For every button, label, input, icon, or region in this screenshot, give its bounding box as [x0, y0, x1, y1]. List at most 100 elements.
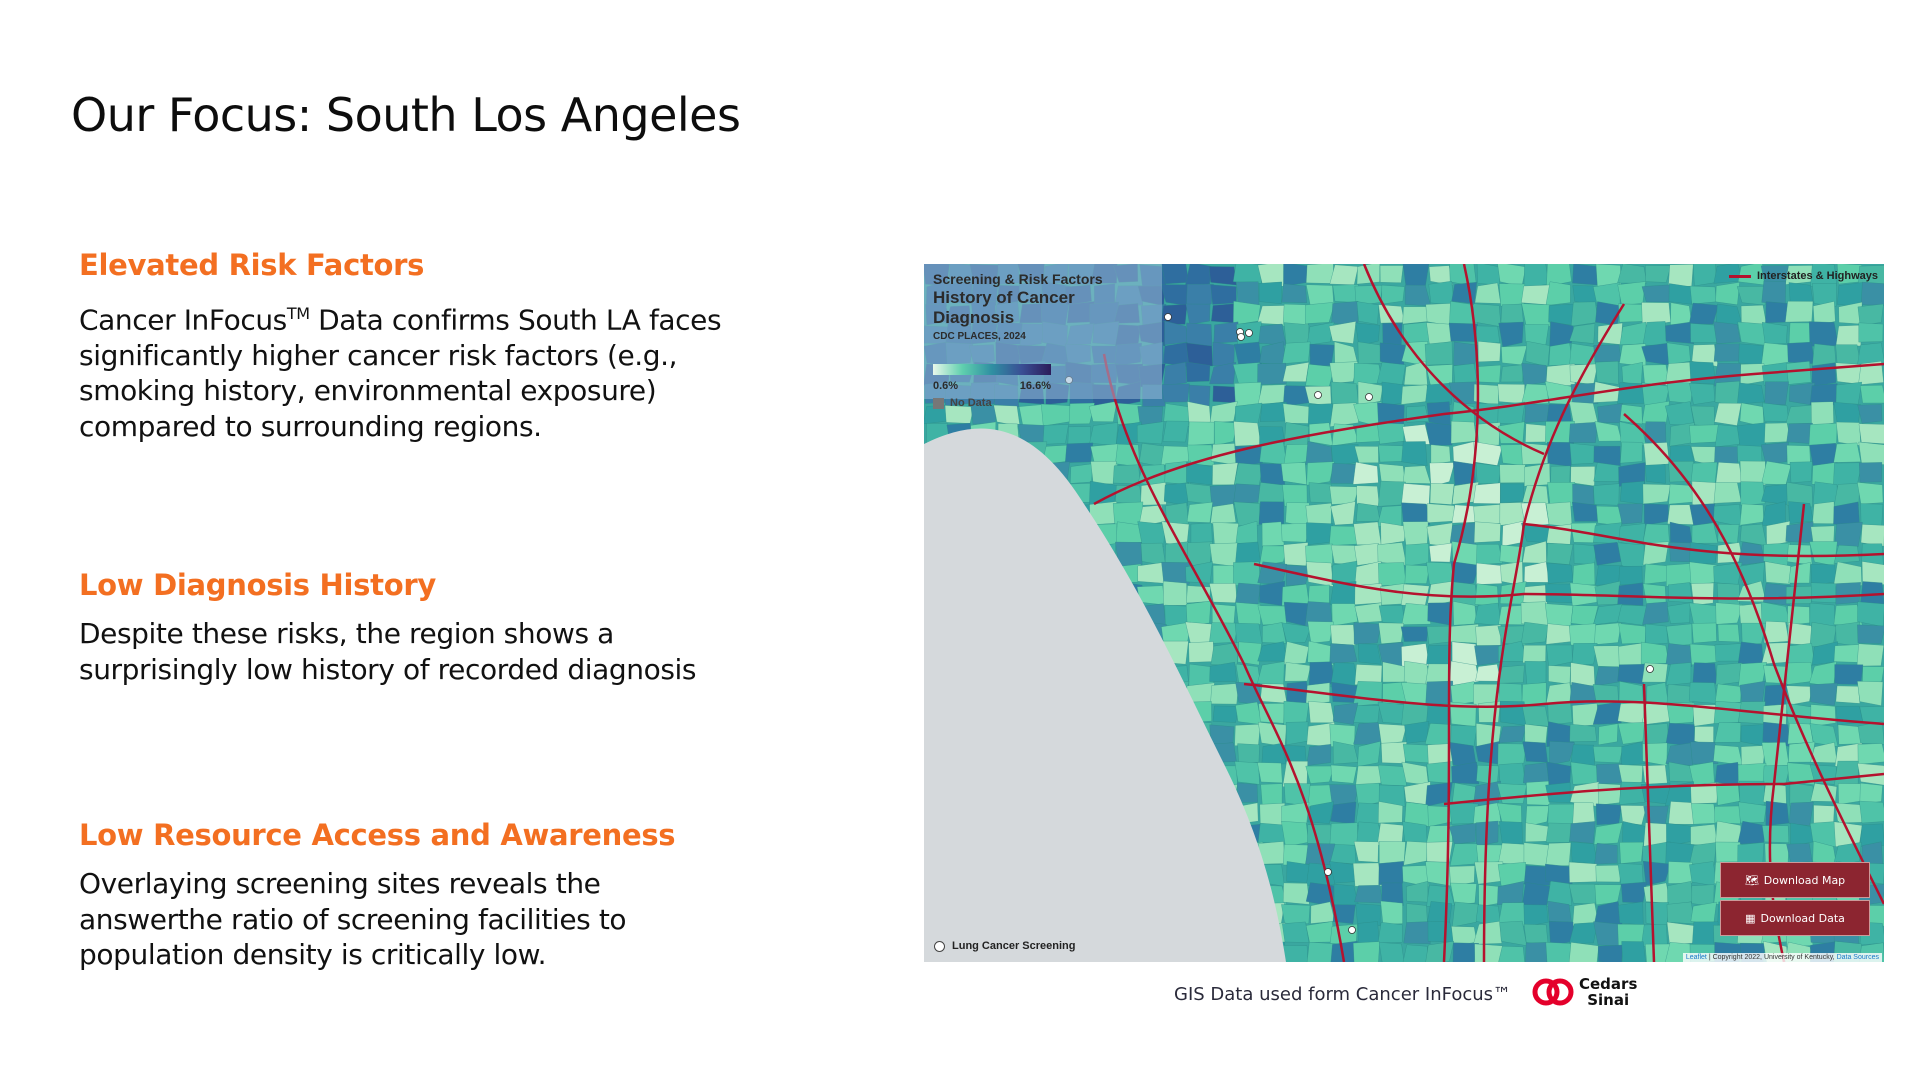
census-tract — [1568, 861, 1598, 883]
census-tract — [1857, 680, 1884, 706]
census-tract — [1833, 760, 1859, 787]
census-tract — [1667, 602, 1691, 624]
census-tract — [1282, 385, 1310, 407]
census-tract — [1210, 503, 1237, 525]
census-tract — [1547, 803, 1576, 827]
census-tract — [1308, 701, 1335, 724]
census-tract — [1546, 441, 1574, 467]
census-tract — [1380, 522, 1407, 546]
census-tract — [1257, 661, 1285, 688]
body-text: Data confirms South LA faces significant… — [79, 303, 722, 443]
legend-no-data: No Data — [950, 397, 992, 409]
census-tract — [1717, 624, 1740, 643]
no-data-swatch — [933, 397, 944, 409]
census-tract — [1713, 321, 1741, 344]
census-tract — [1858, 441, 1884, 465]
census-tract — [1500, 364, 1524, 383]
census-tract — [1234, 341, 1263, 366]
census-tract — [1740, 481, 1766, 506]
census-tract — [1355, 903, 1381, 926]
census-tract — [1257, 822, 1287, 844]
census-tract — [1453, 341, 1480, 366]
census-tract — [1665, 643, 1693, 667]
census-tract — [1258, 281, 1283, 305]
census-tract — [1429, 483, 1455, 505]
choropleth-map[interactable]: Screening & Risk Factors History of Canc… — [924, 264, 1884, 962]
census-tract — [1330, 624, 1356, 646]
census-tract — [1236, 281, 1260, 306]
census-tract — [1402, 465, 1431, 484]
census-tract — [1280, 462, 1308, 485]
ocean — [924, 428, 1286, 962]
census-tract — [1642, 861, 1672, 886]
census-tract — [1521, 682, 1547, 706]
census-tract — [1665, 321, 1695, 344]
census-tract — [1214, 420, 1238, 446]
section-heading: Low Resource Access and Awareness — [79, 818, 676, 852]
download-data-button[interactable]: ▦ Download Data — [1720, 900, 1870, 936]
census-tract — [1809, 442, 1838, 466]
census-tract — [1283, 421, 1310, 447]
census-tract — [1380, 583, 1405, 606]
census-tract — [1378, 605, 1406, 625]
census-tract — [1330, 501, 1356, 526]
circle-marker-icon — [934, 940, 945, 952]
census-tract — [1643, 503, 1669, 526]
screening-site-marker — [1324, 868, 1332, 876]
census-tract — [1377, 542, 1407, 566]
census-tract — [1592, 746, 1624, 763]
census-tract — [1546, 542, 1574, 565]
census-tract — [1617, 281, 1646, 306]
census-tract — [1378, 801, 1403, 824]
census-tract — [1641, 284, 1672, 303]
census-tract — [1520, 621, 1550, 645]
census-tract — [1497, 264, 1527, 287]
download-map-button[interactable]: 🗺 Download Map — [1720, 862, 1870, 898]
census-tract — [1713, 504, 1742, 527]
highway — [1442, 264, 1480, 962]
section-resource-access: Low Resource Access and Awareness Overla… — [79, 818, 779, 973]
census-tract — [1262, 622, 1287, 644]
census-tract — [1378, 861, 1404, 886]
census-tract — [1330, 764, 1358, 784]
census-tract — [1451, 901, 1479, 928]
census-tract — [1669, 521, 1693, 544]
census-tract — [1570, 841, 1598, 865]
census-tract — [1042, 424, 1069, 445]
census-tract — [1642, 541, 1670, 566]
census-tract — [1810, 264, 1838, 287]
census-tract — [1619, 841, 1644, 864]
census-tract — [1209, 401, 1238, 424]
census-tract — [1138, 504, 1166, 528]
census-tract — [1546, 562, 1574, 584]
census-tract — [1617, 664, 1645, 685]
census-tract — [1569, 723, 1598, 742]
data-sources-link[interactable]: Data Sources — [1836, 954, 1879, 961]
census-tract — [1856, 482, 1884, 505]
census-tract — [1593, 483, 1620, 506]
census-tract — [1259, 401, 1288, 422]
census-tract — [1380, 900, 1403, 925]
census-tract — [1307, 640, 1335, 666]
census-tract — [1403, 841, 1428, 866]
census-tract — [1257, 641, 1288, 662]
census-tract — [1544, 603, 1574, 627]
census-tract — [1642, 523, 1670, 545]
highway — [1093, 362, 1884, 506]
census-tract — [1642, 483, 1671, 505]
cedars-sinai-logo: Cedars Sinai — [1532, 975, 1637, 1009]
leaflet-link[interactable]: Leaflet — [1685, 954, 1707, 961]
census-tract — [1232, 362, 1261, 384]
census-tract — [1689, 382, 1716, 405]
census-tract — [1284, 662, 1311, 682]
census-tract — [1525, 805, 1550, 828]
census-tract — [1739, 780, 1765, 807]
census-tract — [1209, 583, 1238, 604]
census-tract — [1497, 880, 1524, 906]
census-tract — [1453, 363, 1479, 385]
census-tract — [1259, 580, 1286, 607]
census-tract — [1644, 943, 1671, 962]
census-tract — [1428, 542, 1453, 563]
census-tract — [1568, 921, 1598, 945]
census-tract — [1546, 761, 1572, 787]
